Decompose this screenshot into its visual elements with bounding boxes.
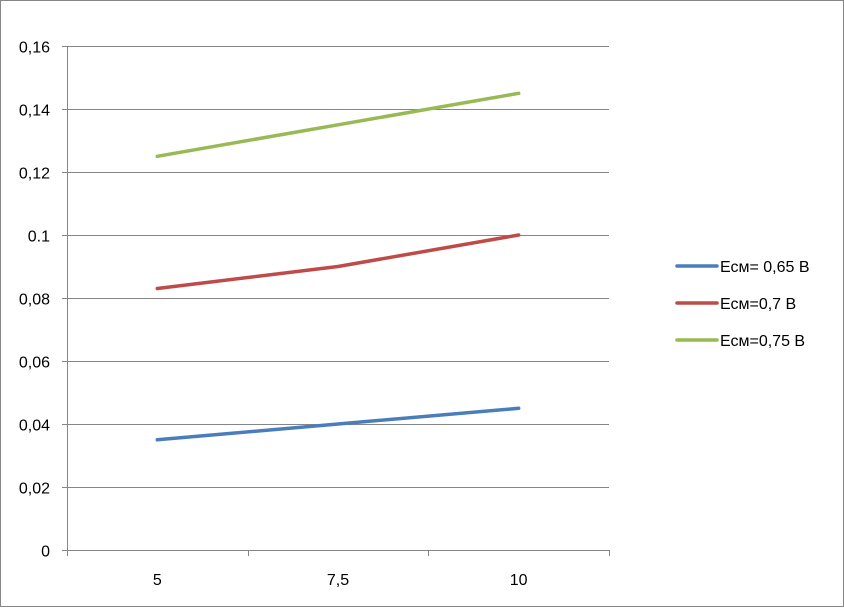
y-tick-label: 0,12 [19,166,50,183]
legend-item: Есм=0,7 В [677,296,796,313]
series-line-3 [157,93,518,156]
legend-item: Есм= 0,65 В [677,259,810,276]
legend: Есм= 0,65 В Есм=0,7 В Есм=0,75 В [677,259,810,350]
axes: 0 0,02 0,04 0,06 0,08 0.1 0,12 0,14 0,16 5 7,5 10 [19,40,610,590]
series-line-2 [157,235,518,289]
legend-item: Есм=0,75 В [677,333,805,350]
y-tick-label: 0,02 [19,481,50,498]
y-tick-label: 0,14 [19,103,50,120]
y-tick-label: 0,16 [19,40,50,57]
legend-label: Есм=0,7 В [720,296,796,313]
y-tick-label: 0 [41,544,50,561]
y-tick-label: 0,04 [19,418,50,435]
x-tick-label: 10 [510,572,528,589]
legend-label: Есм=0,75 В [720,333,805,350]
y-tick-label: 0,08 [19,292,50,309]
y-tick-label: 0,06 [19,355,50,372]
y-tick-label: 0.1 [28,229,50,246]
legend-label: Есм= 0,65 В [720,259,810,276]
series-lines [157,93,518,440]
x-tick-label: 7,5 [327,572,349,589]
x-tick-label: 5 [153,572,162,589]
